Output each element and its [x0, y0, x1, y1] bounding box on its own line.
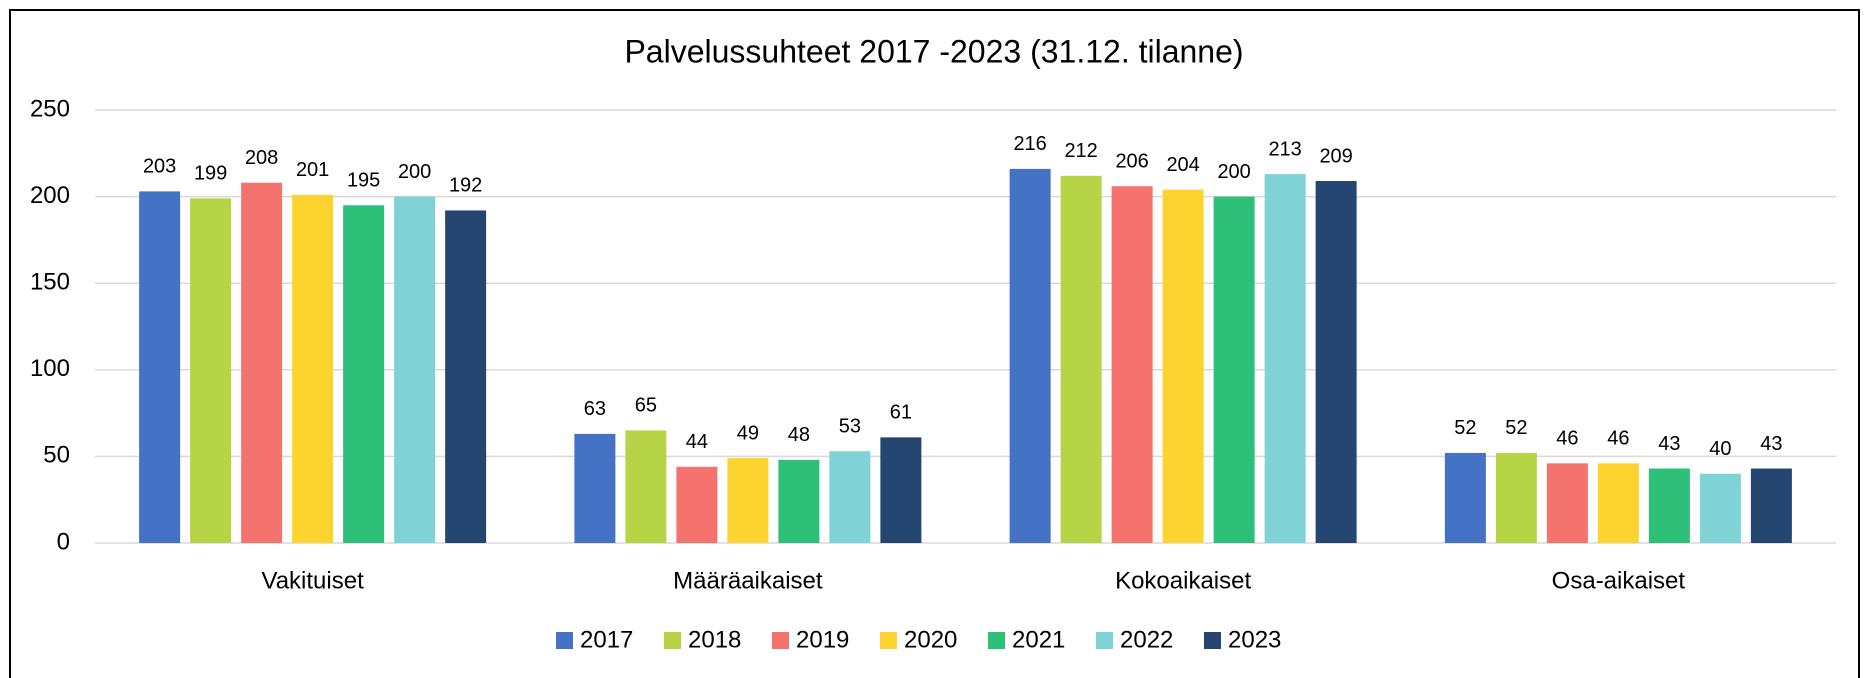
- bar: [1315, 181, 1357, 543]
- bar: [625, 430, 667, 543]
- legend-label: 2018: [688, 626, 741, 653]
- bar: [343, 205, 385, 543]
- bar: [1750, 468, 1792, 543]
- data-label: 200: [398, 161, 431, 183]
- data-label: 206: [1115, 150, 1148, 172]
- data-label: 208: [245, 147, 278, 169]
- data-label: 52: [1454, 417, 1476, 439]
- data-label: 46: [1607, 428, 1629, 450]
- bar: [574, 433, 616, 543]
- data-label: 201: [296, 159, 329, 181]
- y-tick-label: 0: [57, 528, 70, 555]
- bar: [727, 458, 769, 543]
- bar: [1546, 463, 1588, 543]
- data-label: 65: [635, 395, 657, 417]
- bar: [1009, 168, 1051, 543]
- legend-label: 2020: [904, 626, 957, 653]
- bar: [1111, 186, 1153, 543]
- legend-swatch: [880, 632, 897, 649]
- y-tick-label: 150: [30, 269, 70, 296]
- data-label: 192: [449, 175, 482, 197]
- data-label: 52: [1505, 417, 1527, 439]
- legend-label: 2023: [1228, 626, 1281, 653]
- bar: [1699, 473, 1741, 543]
- bar: [190, 198, 232, 543]
- data-label: 44: [686, 431, 708, 453]
- x-tick-label: Kokoaikaiset: [1115, 567, 1251, 594]
- bar: [1213, 196, 1255, 543]
- x-tick-label: Vakituiset: [261, 567, 364, 594]
- data-label: 53: [839, 415, 861, 437]
- bar: [880, 437, 922, 543]
- data-label: 40: [1709, 438, 1731, 460]
- y-tick-label: 250: [30, 95, 70, 122]
- data-label: 43: [1658, 433, 1680, 455]
- bar: [1597, 463, 1639, 543]
- y-tick-label: 50: [43, 442, 70, 469]
- data-label: 63: [584, 398, 606, 420]
- legend-swatch: [1096, 632, 1113, 649]
- data-label: 61: [890, 402, 912, 424]
- bar: [676, 466, 718, 543]
- bar: [292, 194, 334, 544]
- data-label: 46: [1556, 428, 1578, 450]
- x-tick-label: Määräaikaiset: [673, 567, 823, 594]
- data-label: 203: [143, 156, 176, 178]
- bar: [1162, 189, 1204, 543]
- legend-label: 2019: [796, 626, 849, 653]
- bar: [778, 459, 820, 543]
- bar: [139, 191, 181, 544]
- data-label: 212: [1064, 140, 1097, 162]
- chart-title: Palvelussuhteet 2017 -2023 (31.12. tilan…: [624, 33, 1243, 69]
- bar: [241, 182, 283, 543]
- bar: [1444, 452, 1486, 543]
- bar: [1060, 175, 1102, 544]
- legend-label: 2017: [580, 626, 633, 653]
- data-label: 216: [1013, 133, 1046, 155]
- y-tick-label: 100: [30, 355, 70, 382]
- bar: [1648, 468, 1690, 543]
- bar: [1264, 174, 1306, 544]
- legend-swatch: [988, 632, 1005, 649]
- legend-label: 2021: [1012, 626, 1065, 653]
- data-label: 213: [1268, 138, 1301, 160]
- data-label: 200: [1217, 161, 1250, 183]
- data-label: 204: [1166, 154, 1199, 176]
- bar: [829, 451, 871, 543]
- bar: [394, 196, 436, 543]
- legend-label: 2022: [1120, 626, 1173, 653]
- data-label: 43: [1760, 433, 1782, 455]
- data-label: 199: [194, 163, 227, 185]
- data-label: 49: [737, 422, 759, 444]
- legend-swatch: [556, 632, 573, 649]
- y-tick-label: 200: [30, 182, 70, 209]
- data-label: 48: [788, 424, 810, 446]
- data-label: 209: [1319, 145, 1352, 167]
- bar: [445, 210, 487, 543]
- data-label: 195: [347, 170, 380, 192]
- x-tick-label: Osa-aikaiset: [1552, 567, 1686, 594]
- legend-swatch: [772, 632, 789, 649]
- legend-swatch: [1204, 632, 1221, 649]
- bar: [1495, 452, 1537, 543]
- legend-swatch: [664, 632, 681, 649]
